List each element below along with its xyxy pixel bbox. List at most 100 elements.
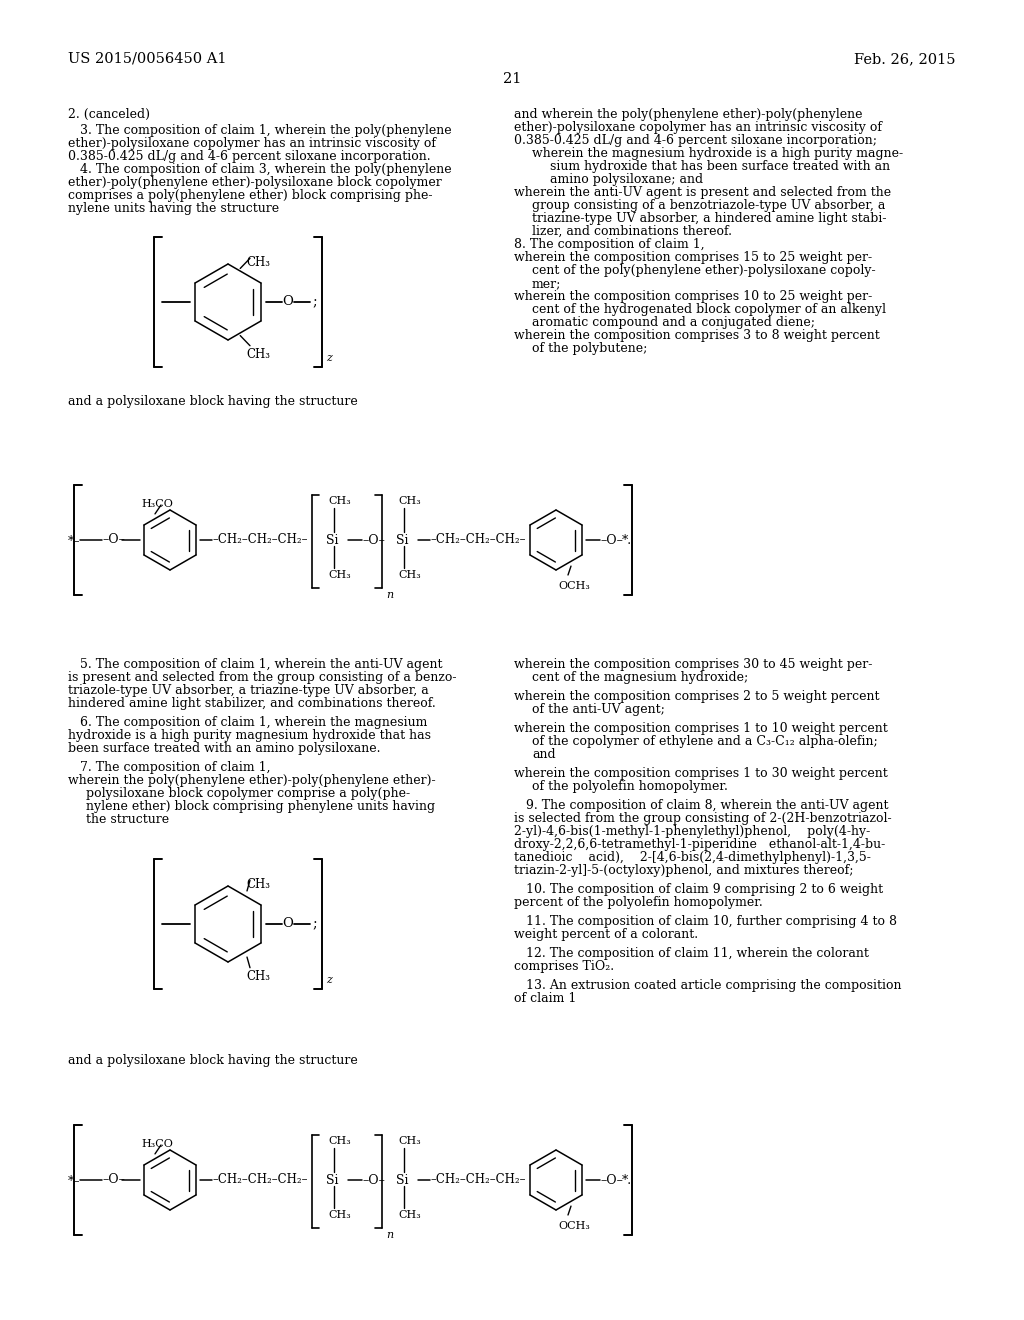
Text: H₃CO: H₃CO bbox=[141, 1139, 173, 1148]
Text: ;: ; bbox=[312, 917, 316, 931]
Text: –O–: –O– bbox=[362, 535, 385, 546]
Text: –O–: –O– bbox=[600, 1173, 623, 1187]
Text: cent of the magnesium hydroxide;: cent of the magnesium hydroxide; bbox=[532, 671, 749, 684]
Text: ether)-poly(phenylene ether)-polysiloxane block copolymer: ether)-poly(phenylene ether)-polysiloxan… bbox=[68, 176, 441, 189]
Text: 6. The composition of claim 1, wherein the magnesium: 6. The composition of claim 1, wherein t… bbox=[68, 715, 427, 729]
Text: Feb. 26, 2015: Feb. 26, 2015 bbox=[854, 51, 956, 66]
Text: –CH₂–CH₂–CH₂–: –CH₂–CH₂–CH₂– bbox=[430, 1173, 525, 1185]
Text: tanedioic    acid),    2-[4,6-bis(2,4-dimethylphenyl)-1,3,5-: tanedioic acid), 2-[4,6-bis(2,4-dimethyl… bbox=[514, 851, 870, 865]
Text: triazole-type UV absorber, a triazine-type UV absorber, a: triazole-type UV absorber, a triazine-ty… bbox=[68, 684, 429, 697]
Text: ;: ; bbox=[312, 294, 316, 309]
Text: ether)-polysiloxane copolymer has an intrinsic viscosity of: ether)-polysiloxane copolymer has an int… bbox=[68, 137, 436, 150]
Text: and a polysiloxane block having the structure: and a polysiloxane block having the stru… bbox=[68, 395, 357, 408]
Text: O: O bbox=[282, 917, 293, 931]
Text: *.: *. bbox=[622, 535, 632, 546]
Text: been surface treated with an amino polysiloxane.: been surface treated with an amino polys… bbox=[68, 742, 381, 755]
Text: –CH₂–CH₂–CH₂–: –CH₂–CH₂–CH₂– bbox=[212, 1173, 307, 1185]
Text: the structure: the structure bbox=[86, 813, 169, 826]
Text: and a polysiloxane block having the structure: and a polysiloxane block having the stru… bbox=[68, 1053, 357, 1067]
Text: wherein the composition comprises 30 to 45 weight per-: wherein the composition comprises 30 to … bbox=[514, 657, 872, 671]
Text: CH₃: CH₃ bbox=[246, 347, 270, 360]
Text: CH₃: CH₃ bbox=[246, 970, 270, 982]
Text: n: n bbox=[386, 590, 393, 601]
Text: wherein the anti-UV agent is present and selected from the: wherein the anti-UV agent is present and… bbox=[514, 186, 891, 199]
Text: of the anti-UV agent;: of the anti-UV agent; bbox=[532, 704, 665, 715]
Text: 2-yl)-4,6-bis(1-methyl-1-phenylethyl)phenol,    poly(4-hy-: 2-yl)-4,6-bis(1-methyl-1-phenylethyl)phe… bbox=[514, 825, 870, 838]
Text: mer;: mer; bbox=[532, 277, 561, 290]
Text: 11. The composition of claim 10, further comprising 4 to 8: 11. The composition of claim 10, further… bbox=[514, 915, 897, 928]
Text: and: and bbox=[532, 748, 556, 762]
Text: polysiloxane block copolymer comprise a poly(phe-: polysiloxane block copolymer comprise a … bbox=[86, 787, 411, 800]
Text: 10. The composition of claim 9 comprising 2 to 6 weight: 10. The composition of claim 9 comprisin… bbox=[514, 883, 883, 896]
Text: nylene ether) block comprising phenylene units having: nylene ether) block comprising phenylene… bbox=[86, 800, 435, 813]
Text: sium hydroxide that has been surface treated with an: sium hydroxide that has been surface tre… bbox=[550, 160, 890, 173]
Text: wherein the composition comprises 10 to 25 weight per-: wherein the composition comprises 10 to … bbox=[514, 290, 872, 304]
Text: CH₃: CH₃ bbox=[398, 496, 421, 506]
Text: OCH₃: OCH₃ bbox=[558, 581, 590, 591]
Text: aromatic compound and a conjugated diene;: aromatic compound and a conjugated diene… bbox=[532, 315, 815, 329]
Text: 7. The composition of claim 1,: 7. The composition of claim 1, bbox=[68, 762, 270, 774]
Text: n: n bbox=[386, 1230, 393, 1239]
Text: weight percent of a colorant.: weight percent of a colorant. bbox=[514, 928, 698, 941]
Text: of claim 1: of claim 1 bbox=[514, 993, 577, 1005]
Text: droxy-2,2,6,6-tetramethyl-1-piperidine   ethanol-alt-1,4-bu-: droxy-2,2,6,6-tetramethyl-1-piperidine e… bbox=[514, 838, 886, 851]
Text: 8. The composition of claim 1,: 8. The composition of claim 1, bbox=[514, 238, 705, 251]
Text: cent of the hydrogenated block copolymer of an alkenyl: cent of the hydrogenated block copolymer… bbox=[532, 304, 886, 315]
Text: nylene units having the structure: nylene units having the structure bbox=[68, 202, 280, 215]
Text: wherein the composition comprises 1 to 30 weight percent: wherein the composition comprises 1 to 3… bbox=[514, 767, 888, 780]
Text: hydroxide is a high purity magnesium hydroxide that has: hydroxide is a high purity magnesium hyd… bbox=[68, 729, 431, 742]
Text: –O–: –O– bbox=[102, 1173, 125, 1185]
Text: triazin-2-yl]-5-(octyloxy)phenol, and mixtures thereof;: triazin-2-yl]-5-(octyloxy)phenol, and mi… bbox=[514, 865, 853, 876]
Text: wherein the magnesium hydroxide is a high purity magne-: wherein the magnesium hydroxide is a hig… bbox=[532, 147, 903, 160]
Text: –CH₂–CH₂–CH₂–: –CH₂–CH₂–CH₂– bbox=[212, 533, 307, 546]
Text: of the copolymer of ethylene and a C₃-C₁₂ alpha-olefin;: of the copolymer of ethylene and a C₃-C₁… bbox=[532, 735, 878, 748]
Text: Si: Si bbox=[396, 1173, 409, 1187]
Text: –O–: –O– bbox=[600, 535, 623, 546]
Text: 13. An extrusion coated article comprising the composition: 13. An extrusion coated article comprisi… bbox=[514, 979, 901, 993]
Text: US 2015/0056450 A1: US 2015/0056450 A1 bbox=[68, 51, 226, 66]
Text: is selected from the group consisting of 2-(2H-benzotriazol-: is selected from the group consisting of… bbox=[514, 812, 892, 825]
Text: hindered amine light stabilizer, and combinations thereof.: hindered amine light stabilizer, and com… bbox=[68, 697, 436, 710]
Text: Si: Si bbox=[396, 535, 409, 546]
Text: comprises TiO₂.: comprises TiO₂. bbox=[514, 960, 614, 973]
Text: 12. The composition of claim 11, wherein the colorant: 12. The composition of claim 11, wherein… bbox=[514, 946, 869, 960]
Text: z: z bbox=[326, 975, 332, 985]
Text: comprises a poly(phenylene ether) block comprising phe-: comprises a poly(phenylene ether) block … bbox=[68, 189, 432, 202]
Text: amino polysiloxane; and: amino polysiloxane; and bbox=[550, 173, 703, 186]
Text: wherein the composition comprises 3 to 8 weight percent: wherein the composition comprises 3 to 8… bbox=[514, 329, 880, 342]
Text: wherein the poly(phenylene ether)-poly(phenylene ether)-: wherein the poly(phenylene ether)-poly(p… bbox=[68, 774, 435, 787]
Text: 9. The composition of claim 8, wherein the anti-UV agent: 9. The composition of claim 8, wherein t… bbox=[514, 799, 889, 812]
Text: ether)-polysiloxane copolymer has an intrinsic viscosity of: ether)-polysiloxane copolymer has an int… bbox=[514, 121, 882, 135]
Text: z: z bbox=[326, 352, 332, 363]
Text: triazine-type UV absorber, a hindered amine light stabi-: triazine-type UV absorber, a hindered am… bbox=[532, 213, 887, 224]
Text: CH₃: CH₃ bbox=[328, 496, 351, 506]
Text: –CH₂–CH₂–CH₂–: –CH₂–CH₂–CH₂– bbox=[430, 533, 525, 546]
Text: CH₃: CH₃ bbox=[328, 570, 351, 579]
Text: CH₃: CH₃ bbox=[398, 1137, 421, 1146]
Text: of the polyolefin homopolymer.: of the polyolefin homopolymer. bbox=[532, 780, 728, 793]
Text: group consisting of a benzotriazole-type UV absorber, a: group consisting of a benzotriazole-type… bbox=[532, 199, 886, 213]
Text: CH₃: CH₃ bbox=[246, 878, 270, 891]
Text: CH₃: CH₃ bbox=[246, 256, 270, 269]
Text: CH₃: CH₃ bbox=[398, 1210, 421, 1220]
Text: *–: *– bbox=[68, 1173, 81, 1187]
Text: of the polybutene;: of the polybutene; bbox=[532, 342, 647, 355]
Text: lizer, and combinations thereof.: lizer, and combinations thereof. bbox=[532, 224, 732, 238]
Text: H₃CO: H₃CO bbox=[141, 499, 173, 510]
Text: 2. (canceled): 2. (canceled) bbox=[68, 108, 150, 121]
Text: 4. The composition of claim 3, wherein the poly(phenylene: 4. The composition of claim 3, wherein t… bbox=[68, 162, 452, 176]
Text: CH₃: CH₃ bbox=[398, 570, 421, 579]
Text: cent of the poly(phenylene ether)-polysiloxane copoly-: cent of the poly(phenylene ether)-polysi… bbox=[532, 264, 876, 277]
Text: 0.385-0.425 dL/g and 4-6 percent siloxane incorporation.: 0.385-0.425 dL/g and 4-6 percent siloxan… bbox=[68, 150, 431, 162]
Text: CH₃: CH₃ bbox=[328, 1137, 351, 1146]
Text: Si: Si bbox=[326, 1173, 339, 1187]
Text: wherein the composition comprises 1 to 10 weight percent: wherein the composition comprises 1 to 1… bbox=[514, 722, 888, 735]
Text: percent of the polyolefin homopolymer.: percent of the polyolefin homopolymer. bbox=[514, 896, 763, 909]
Text: –O–: –O– bbox=[362, 1173, 385, 1187]
Text: –O–: –O– bbox=[102, 533, 125, 546]
Text: OCH₃: OCH₃ bbox=[558, 1221, 590, 1232]
Text: 5. The composition of claim 1, wherein the anti-UV agent: 5. The composition of claim 1, wherein t… bbox=[68, 657, 442, 671]
Text: *–: *– bbox=[68, 535, 81, 546]
Text: 0.385-0.425 dL/g and 4-6 percent siloxane incorporation;: 0.385-0.425 dL/g and 4-6 percent siloxan… bbox=[514, 135, 877, 147]
Text: is present and selected from the group consisting of a benzo-: is present and selected from the group c… bbox=[68, 671, 457, 684]
